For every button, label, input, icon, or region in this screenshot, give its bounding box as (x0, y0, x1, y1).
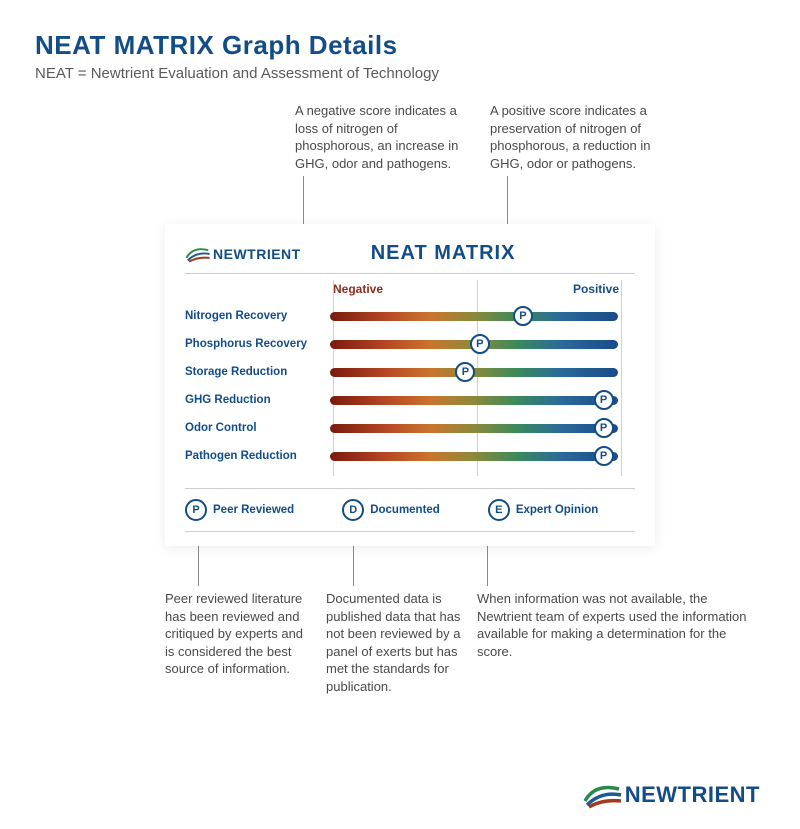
negative-axis-label: Negative (333, 282, 383, 296)
newtrient-logo: NEWTRIENT (185, 245, 301, 263)
score-marker: P (470, 334, 490, 354)
positive-callout: A positive score indicates a preservatio… (490, 102, 665, 172)
top-callouts: A negative score indicates a loss of nit… (295, 102, 765, 172)
row-label: Storage Reduction (185, 366, 330, 378)
grid-line (477, 280, 478, 476)
gradient-bar (330, 424, 618, 433)
top-callout-lines (295, 172, 765, 226)
page-subtitle: NEAT = Newtrient Evaluation and Assessme… (35, 65, 765, 82)
matrix-rows: Nitrogen RecoveryPPhosphorus RecoveryPSt… (185, 302, 635, 470)
logo-swirl-icon (185, 245, 211, 263)
score-bar: P (330, 424, 618, 433)
callout-line (487, 546, 488, 586)
card-header: NEWTRIENT NEAT MATRIX (185, 242, 635, 274)
row-label: Phosphorus Recovery (185, 338, 330, 350)
row-label: Odor Control (185, 422, 330, 434)
score-marker: P (594, 418, 614, 438)
legend-label: Expert Opinion (516, 504, 598, 516)
legend-badge: D (342, 499, 364, 521)
legend-badge: E (488, 499, 510, 521)
callout-line (353, 546, 354, 586)
score-bar: P (330, 368, 618, 377)
matrix-row: Nitrogen RecoveryP (185, 302, 635, 330)
callout-line (507, 176, 508, 226)
gradient-bar (330, 452, 618, 461)
matrix-row: Odor ControlP (185, 414, 635, 442)
neat-matrix-card: NEWTRIENT NEAT MATRIX Negative Positive … (165, 224, 655, 546)
matrix-row: Phosphorus RecoveryP (185, 330, 635, 358)
row-label: Nitrogen Recovery (185, 310, 330, 322)
score-bar: P (330, 396, 618, 405)
grid-line (333, 280, 334, 476)
callout-line (198, 546, 199, 586)
matrix-row: GHG ReductionP (185, 386, 635, 414)
positive-axis-label: Positive (573, 282, 619, 296)
legend-item: E Expert Opinion (488, 499, 598, 521)
logo-text: NEWTRIENT (213, 246, 301, 262)
matrix-row: Pathogen ReductionP (185, 442, 635, 470)
legend-item: P Peer Reviewed (185, 499, 294, 521)
score-bar: P (330, 340, 618, 349)
legend-label: Peer Reviewed (213, 504, 294, 516)
bottom-callouts: Peer reviewed literature has been review… (165, 590, 765, 695)
negative-callout: A negative score indicates a loss of nit… (295, 102, 470, 172)
score-marker: P (594, 390, 614, 410)
footer-newtrient-logo: NEWTRIENT (583, 781, 760, 809)
logo-swirl-icon (583, 781, 623, 809)
footer-logo-text: NEWTRIENT (625, 782, 760, 808)
score-bar: P (330, 452, 618, 461)
matrix-row: Storage ReductionP (185, 358, 635, 386)
grid-line (621, 280, 622, 476)
legend-item: D Documented (342, 499, 440, 521)
legend-label: Documented (370, 504, 440, 516)
legend-badge: P (185, 499, 207, 521)
bottom-callout-lines (178, 546, 765, 586)
axis-labels: Negative Positive (333, 282, 619, 296)
callout-line (303, 176, 304, 226)
gradient-bar (330, 396, 618, 405)
legend-row: P Peer Reviewed D Documented E Expert Opinion (185, 488, 635, 532)
score-marker: P (513, 306, 533, 326)
page-title: NEAT MATRIX Graph Details (35, 30, 765, 61)
gradient-bar (330, 312, 618, 321)
peer-reviewed-callout: Peer reviewed literature has been review… (165, 590, 310, 695)
documented-callout: Documented data is published data that h… (326, 590, 461, 695)
score-marker: P (594, 446, 614, 466)
score-bar: P (330, 312, 618, 321)
matrix-title: NEAT MATRIX (371, 242, 516, 265)
row-label: GHG Reduction (185, 394, 330, 406)
row-label: Pathogen Reduction (185, 450, 330, 462)
expert-opinion-callout: When information was not available, the … (477, 590, 747, 695)
score-marker: P (455, 362, 475, 382)
